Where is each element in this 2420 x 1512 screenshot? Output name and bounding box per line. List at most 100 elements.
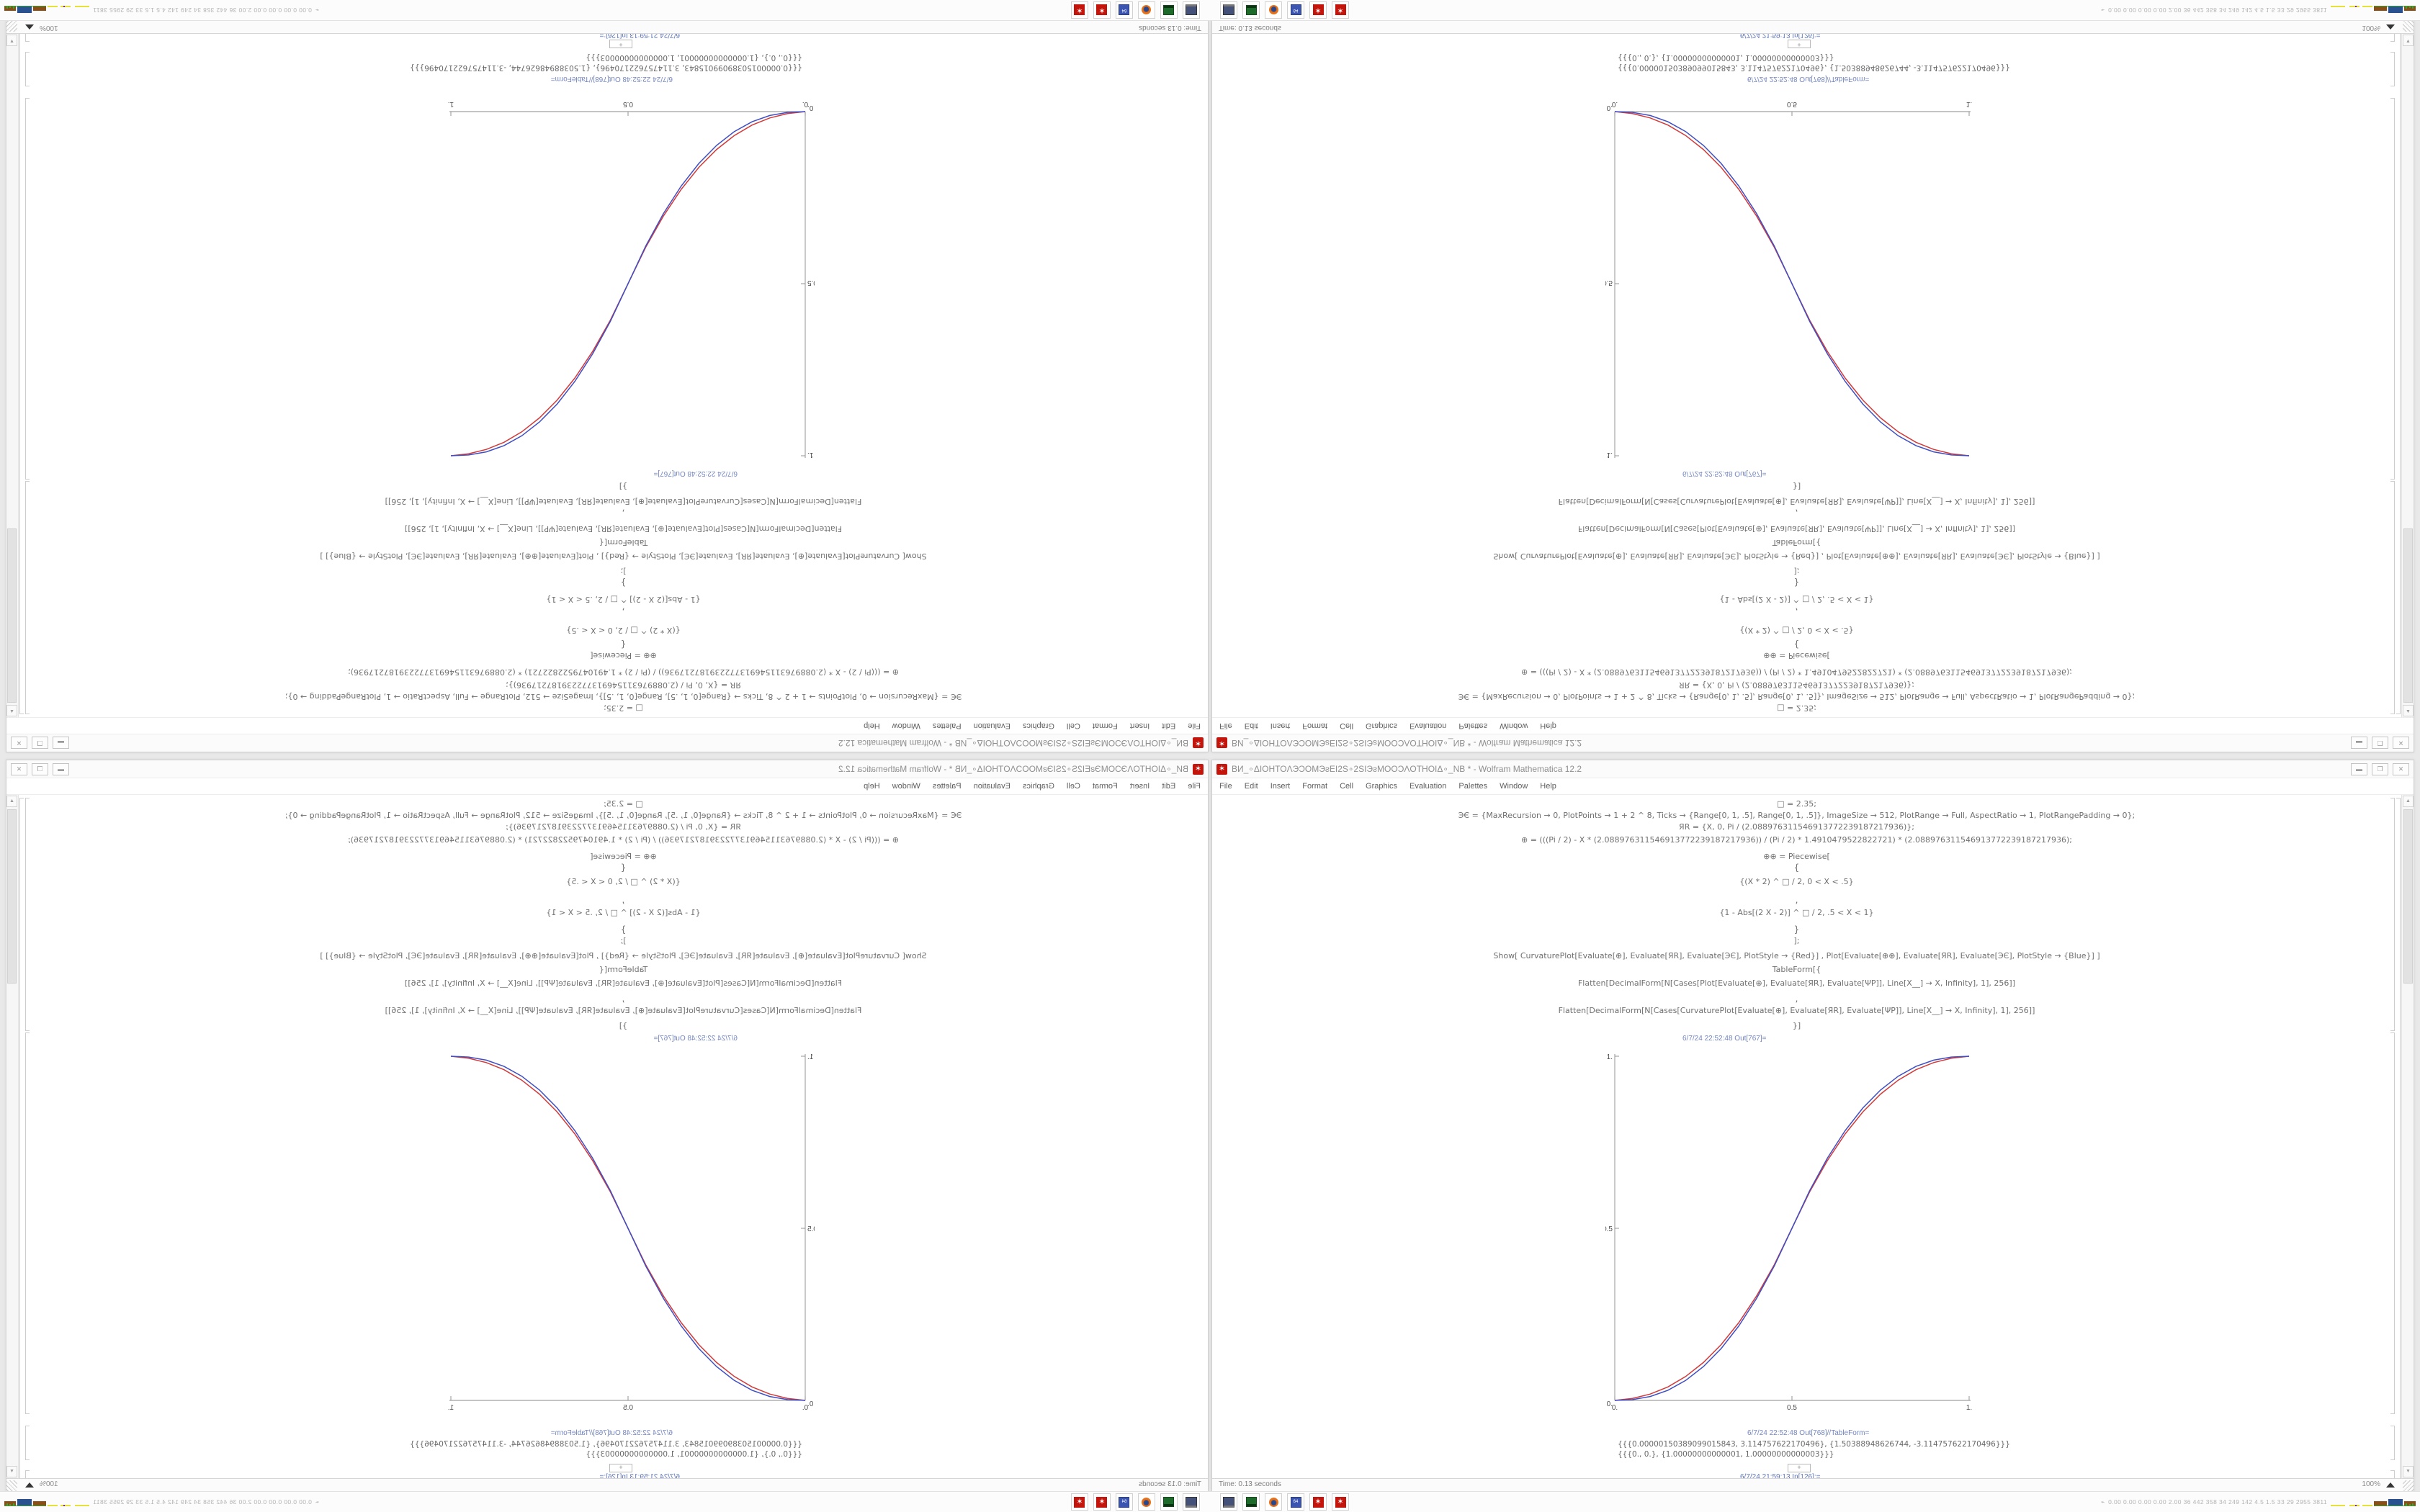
tableform-cell-bracket[interactable] [25,52,30,86]
scrollbar-thumb[interactable] [7,528,17,703]
input-cell-line[interactable]: } [620,924,627,935]
insert-cell-marker[interactable]: + [609,40,632,48]
input-cell-line[interactable]: { [620,639,627,649]
menu-item-insert[interactable]: Insert [1270,782,1291,791]
input-cell-line[interactable]: }] [1792,482,1801,491]
insert-cell-marker[interactable]: + [609,1464,632,1472]
menu-item-evaluation[interactable]: Evaluation [973,782,1010,791]
maximize-button[interactable]: ❒ [2372,737,2388,750]
input-cell-line[interactable]: ЭЄ = {MaxRecursion → 0, PlotPoints → 1 +… [284,692,962,701]
output-cell-bracket[interactable] [2390,1032,2395,1414]
menu-item-graphics[interactable]: Graphics [1366,721,1398,730]
menu-item-window[interactable]: Window [1500,721,1528,730]
menu-item-edit[interactable]: Edit [1162,782,1176,791]
input-cell-line[interactable]: {(X * 2) ^ □ / 2, 0 < X < .5} [1739,626,1854,635]
input-cell-line[interactable]: ]; [620,936,627,945]
minimize-button[interactable]: ▬ [53,762,69,775]
close-button[interactable]: ✕ [11,737,27,750]
output-cell-bracket[interactable] [25,1032,30,1414]
input-cell-bracket[interactable] [2390,798,2395,1031]
floppy-64-icon[interactable]: 64 [1116,1,1133,19]
input-cell-line[interactable]: ЭЄ = {MaxRecursion → 0, PlotPoints → 1 +… [1458,811,2136,820]
input-cell-line[interactable]: , [1795,607,1798,617]
input-cell-line[interactable]: ЯR = {X, 0, Pi / (2.08897631154691377223… [506,680,741,690]
menu-item-edit[interactable]: Edit [1162,721,1176,730]
mathematica-kernel-icon[interactable]: ✶ [1309,1,1327,19]
input-cell-line[interactable]: {(X * 2) ^ □ / 2, 0 < X < .5} [566,877,681,886]
close-button[interactable]: ✕ [2393,762,2409,775]
menu-item-format[interactable]: Format [1302,721,1328,730]
input-cell-line[interactable]: ⊕ = (((Pi / 2) - X * (2.0889763115469137… [348,835,899,845]
input-cell-line[interactable]: □ = 2.35; [1777,799,1816,809]
menu-item-graphics[interactable]: Graphics [1366,782,1398,791]
mathematica-frontend-icon[interactable]: ✶ [1071,1,1088,19]
input-cell-line[interactable]: Show[ CurvaturePlot[Evaluate[⊕], Evaluat… [320,951,927,960]
input-cell-line[interactable]: Flatten[DecimalForm[N[Cases[Plot[Evaluat… [405,524,843,534]
resize-grip[interactable] [6,21,17,32]
input-cell-line[interactable]: {1 - Abs[(2 X - 2)] ^ □ / 2, .5 < X < 1} [1719,595,1874,604]
cell-group-bracket[interactable] [19,798,24,1478]
input-cell-line[interactable]: {1 - Abs[(2 X - 2)] ^ □ / 2, .5 < X < 1} [546,908,701,917]
input-cell-line[interactable]: Flatten[DecimalForm[N[Cases[Plot[Evaluat… [1577,978,2015,988]
file-manager-icon[interactable] [1242,1,1260,19]
file-manager-icon[interactable] [1160,1493,1178,1511]
vertical-scrollbar[interactable]: ▲ ▼ [2401,34,2414,717]
cell-group-bracket[interactable] [2396,798,2401,1478]
mathematica-frontend-icon[interactable]: ✶ [1071,1493,1088,1511]
insert-cell-marker[interactable]: + [1788,1464,1811,1472]
input-cell-line[interactable]: TableForm[{ [599,965,648,974]
input-cell-line[interactable]: □ = 2.35; [604,799,643,809]
magnification-value[interactable]: 100% [40,1480,58,1488]
screenshot-tool-icon[interactable] [1183,1,1200,19]
menu-item-help[interactable]: Help [864,782,880,791]
input-cell-line[interactable]: □ = 2.35; [1777,703,1816,713]
menu-item-evaluation[interactable]: Evaluation [1410,782,1447,791]
maximize-button[interactable]: ❒ [2372,762,2388,775]
input-cell-line[interactable]: }] [619,482,628,491]
scrollbar-thumb[interactable] [2403,528,2413,703]
menu-item-window[interactable]: Window [892,782,920,791]
menu-item-cell[interactable]: Cell [1340,721,1354,730]
input-cell-line[interactable]: }] [619,1021,628,1030]
in-cell-bracket[interactable] [25,34,30,42]
input-cell-line[interactable]: } [620,577,627,588]
scrollbar-thumb[interactable] [7,809,17,984]
floppy-64-icon[interactable]: 64 [1116,1493,1133,1511]
floppy-64-icon[interactable]: 64 [1287,1493,1304,1511]
input-cell-line[interactable]: , [622,508,625,518]
vertical-scrollbar[interactable]: ▲ ▼ [6,34,19,717]
menu-item-cell[interactable]: Cell [1066,782,1080,791]
menu-item-file[interactable]: File [1188,782,1201,791]
input-cell-line[interactable]: ]; [1793,936,1800,945]
menu-item-file[interactable]: File [1188,721,1201,730]
input-cell-line[interactable]: , [1795,508,1798,518]
maximize-button[interactable]: ❒ [32,737,48,750]
magnification-caret-icon[interactable] [2386,1482,2395,1488]
input-cell-line[interactable]: TableForm[{ [1772,538,1821,547]
menu-item-palettes[interactable]: Palettes [932,721,962,730]
input-cell-line[interactable]: Flatten[DecimalForm[N[Cases[Plot[Evaluat… [1577,524,2015,534]
close-button[interactable]: ✕ [2393,737,2409,750]
input-cell-line[interactable]: , [622,607,625,617]
magnification-value[interactable]: 100% [2362,1480,2380,1488]
title-bar[interactable]: ✶ ВИ_∘ΔIOHTOΛЭϽOMЭƨEI2S∘2SIЭƨMOOϽΛOTHOIΔ… [1212,760,2414,778]
mathematica-kernel-icon[interactable]: ✶ [1093,1,1111,19]
resize-grip[interactable] [2403,21,2414,32]
menu-item-window[interactable]: Window [892,721,920,730]
tableform-cell-bracket[interactable] [2390,52,2395,86]
menu-item-file[interactable]: File [1219,782,1232,791]
input-cell-line[interactable]: ЯR = {X, 0, Pi / (2.08897631154691377223… [1679,680,1914,690]
input-cell-line[interactable]: { [620,863,627,873]
magnification-caret-icon[interactable] [25,1482,34,1488]
menu-item-format[interactable]: Format [1092,721,1118,730]
input-cell-line[interactable]: Flatten[DecimalForm[N[Cases[CurvaturePlo… [385,1006,862,1015]
input-cell-line[interactable]: }] [1792,1021,1801,1030]
input-cell-line[interactable]: Flatten[DecimalForm[N[Cases[Plot[Evaluat… [405,978,843,988]
input-cell-line[interactable]: ⊕ = (((Pi / 2) - X * (2.0889763115469137… [348,667,899,677]
in-cell-bracket[interactable] [25,1470,30,1478]
firefox-icon[interactable] [1138,1,1155,19]
input-cell-line[interactable]: {(X * 2) ^ □ / 2, 0 < X < .5} [1739,877,1854,886]
maximize-button[interactable]: ❒ [32,762,48,775]
menu-item-palettes[interactable]: Palettes [1458,782,1488,791]
input-cell-line[interactable]: , [622,895,625,905]
